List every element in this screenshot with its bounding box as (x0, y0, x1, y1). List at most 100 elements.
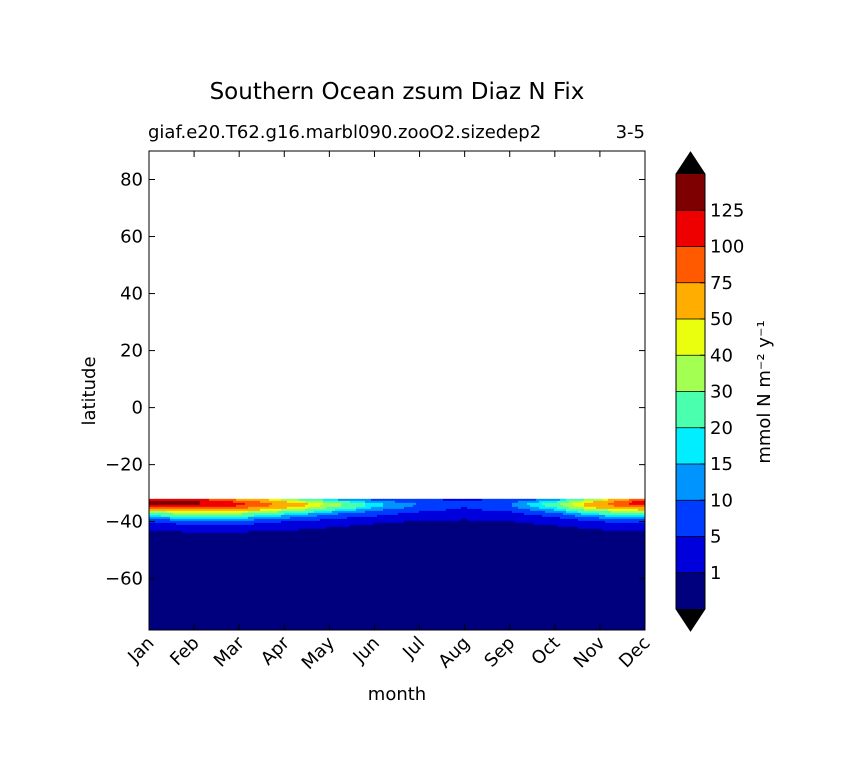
contour-cell (284, 558, 288, 562)
contour-cell (191, 586, 195, 590)
contour-cell (200, 534, 204, 538)
contour-cell (275, 546, 279, 550)
contour-cell (188, 580, 192, 584)
contour-cell (239, 612, 243, 616)
contour-cell (167, 602, 171, 606)
contour-cell (296, 582, 300, 586)
contour-cell (182, 550, 186, 554)
contour-cell (371, 580, 375, 584)
contour-cell (296, 584, 300, 588)
contour-cell (230, 622, 234, 626)
contour-cell (254, 566, 258, 570)
contour-cell (149, 608, 153, 612)
contour-cell (155, 600, 159, 604)
contour-cell (191, 580, 195, 584)
contour-cell (230, 500, 234, 504)
contour-cell (197, 600, 201, 604)
contour-cell (275, 608, 279, 612)
contour-cell (164, 556, 168, 560)
contour-cell (164, 600, 168, 604)
contour-cell (320, 586, 324, 590)
contour-cell (347, 586, 351, 590)
contour-cell (149, 554, 153, 558)
contour-cell (167, 600, 171, 604)
contour-cell (287, 520, 291, 524)
contour-cell (278, 526, 282, 530)
contour-cell (233, 532, 237, 536)
contour-cell (359, 584, 363, 588)
contour-cell (206, 546, 210, 550)
contour-cell (305, 624, 309, 628)
contour-cell (194, 506, 198, 510)
contour-cell (206, 606, 210, 610)
contour-cell (158, 568, 162, 572)
contour-cell (224, 582, 228, 586)
contour-cell (170, 564, 174, 568)
contour-cell (152, 538, 156, 542)
contour-cell (200, 620, 204, 624)
contour-cell (230, 526, 234, 530)
contour-cell (155, 624, 159, 628)
contour-cell (299, 504, 303, 508)
contour-cell (185, 590, 189, 594)
contour-cell (275, 548, 279, 552)
contour-cell (353, 592, 357, 596)
contour-cell (194, 552, 198, 556)
contour-cell (305, 614, 309, 618)
contour-cell (161, 552, 165, 556)
contour-cell (152, 518, 156, 522)
contour-cell (233, 540, 237, 544)
contour-cell (290, 516, 294, 520)
contour-cell (356, 596, 360, 600)
contour-cell (215, 600, 219, 604)
contour-cell (281, 536, 285, 540)
contour-cell (227, 626, 231, 630)
contour-cell (350, 540, 354, 544)
contour-cell (245, 586, 249, 590)
contour-cell (314, 522, 318, 526)
contour-cell (269, 528, 273, 532)
contour-cell (239, 516, 243, 520)
contour-cell (164, 588, 168, 592)
contour-cell (155, 608, 159, 612)
contour-cell (266, 572, 270, 576)
contour-cell (272, 614, 276, 618)
contour-cell (302, 606, 306, 610)
contour-cell (206, 608, 210, 612)
contour-cell (149, 628, 153, 630)
contour-cell (320, 500, 324, 504)
contour-cell (350, 500, 354, 504)
contour-field (149, 498, 645, 630)
contour-cell (209, 546, 213, 550)
contour-cell (176, 564, 180, 568)
contour-cell (179, 538, 183, 542)
contour-cell (365, 510, 369, 514)
contour-cell (149, 548, 153, 552)
contour-cell (248, 572, 252, 576)
contour-cell (308, 550, 312, 554)
contour-cell (152, 592, 156, 596)
contour-cell (302, 506, 306, 510)
contour-cell (284, 552, 288, 556)
contour-cell (350, 556, 354, 560)
contour-cell (203, 512, 207, 516)
contour-cell (152, 556, 156, 560)
contour-cell (275, 526, 279, 530)
contour-cell (251, 618, 255, 622)
contour-cell (197, 620, 201, 624)
contour-cell (320, 614, 324, 618)
contour-cell (368, 616, 372, 620)
contour-cell (332, 530, 336, 534)
contour-cell (188, 592, 192, 596)
contour-cell (284, 536, 288, 540)
contour-cell (203, 624, 207, 628)
contour-cell (236, 578, 240, 582)
contour-cell (236, 600, 240, 604)
contour-cell (275, 512, 279, 516)
contour-cell (224, 522, 228, 526)
contour-cell (218, 598, 222, 602)
contour-cell (302, 564, 306, 568)
contour-cell (365, 512, 369, 516)
contour-cell (179, 596, 183, 600)
contour-cell (362, 602, 366, 606)
